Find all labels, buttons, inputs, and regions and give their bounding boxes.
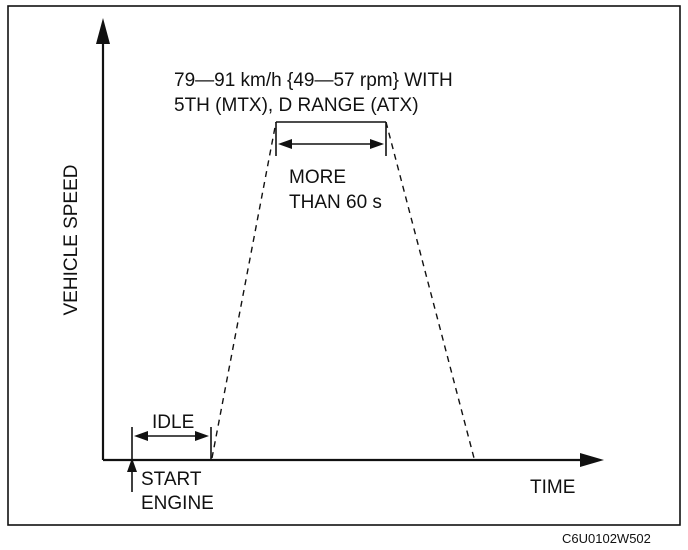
idle-arrowhead-left [134, 431, 148, 441]
y-axis-label: VEHICLE SPEED [61, 165, 82, 316]
start-engine-label-line-1: START [141, 469, 202, 490]
deceleration-ramp [385, 121, 475, 459]
start-engine-arrowhead [127, 458, 137, 472]
speed-condition-line-1: 79—91 km/h {49—57 rpm} WITH [174, 70, 453, 91]
idle-arrowhead-right [195, 431, 209, 441]
duration-arrowhead-left [278, 139, 292, 149]
figure-code: C6U0102W502 [562, 531, 651, 546]
diagram-frame [7, 5, 681, 526]
x-axis-arrowhead [580, 453, 604, 467]
speed-condition-line-2: 5TH (MTX), D RANGE (ATX) [174, 95, 419, 116]
idle-label: IDLE [152, 412, 194, 433]
duration-label-line-2: THAN 60 s [289, 192, 382, 213]
x-axis-label: TIME [530, 477, 575, 498]
acceleration-ramp [211, 121, 277, 459]
y-axis-arrowhead [96, 18, 110, 44]
duration-label-line-1: MORE [289, 167, 346, 188]
start-engine-label-line-2: ENGINE [141, 493, 214, 514]
duration-arrowhead-right [370, 139, 384, 149]
